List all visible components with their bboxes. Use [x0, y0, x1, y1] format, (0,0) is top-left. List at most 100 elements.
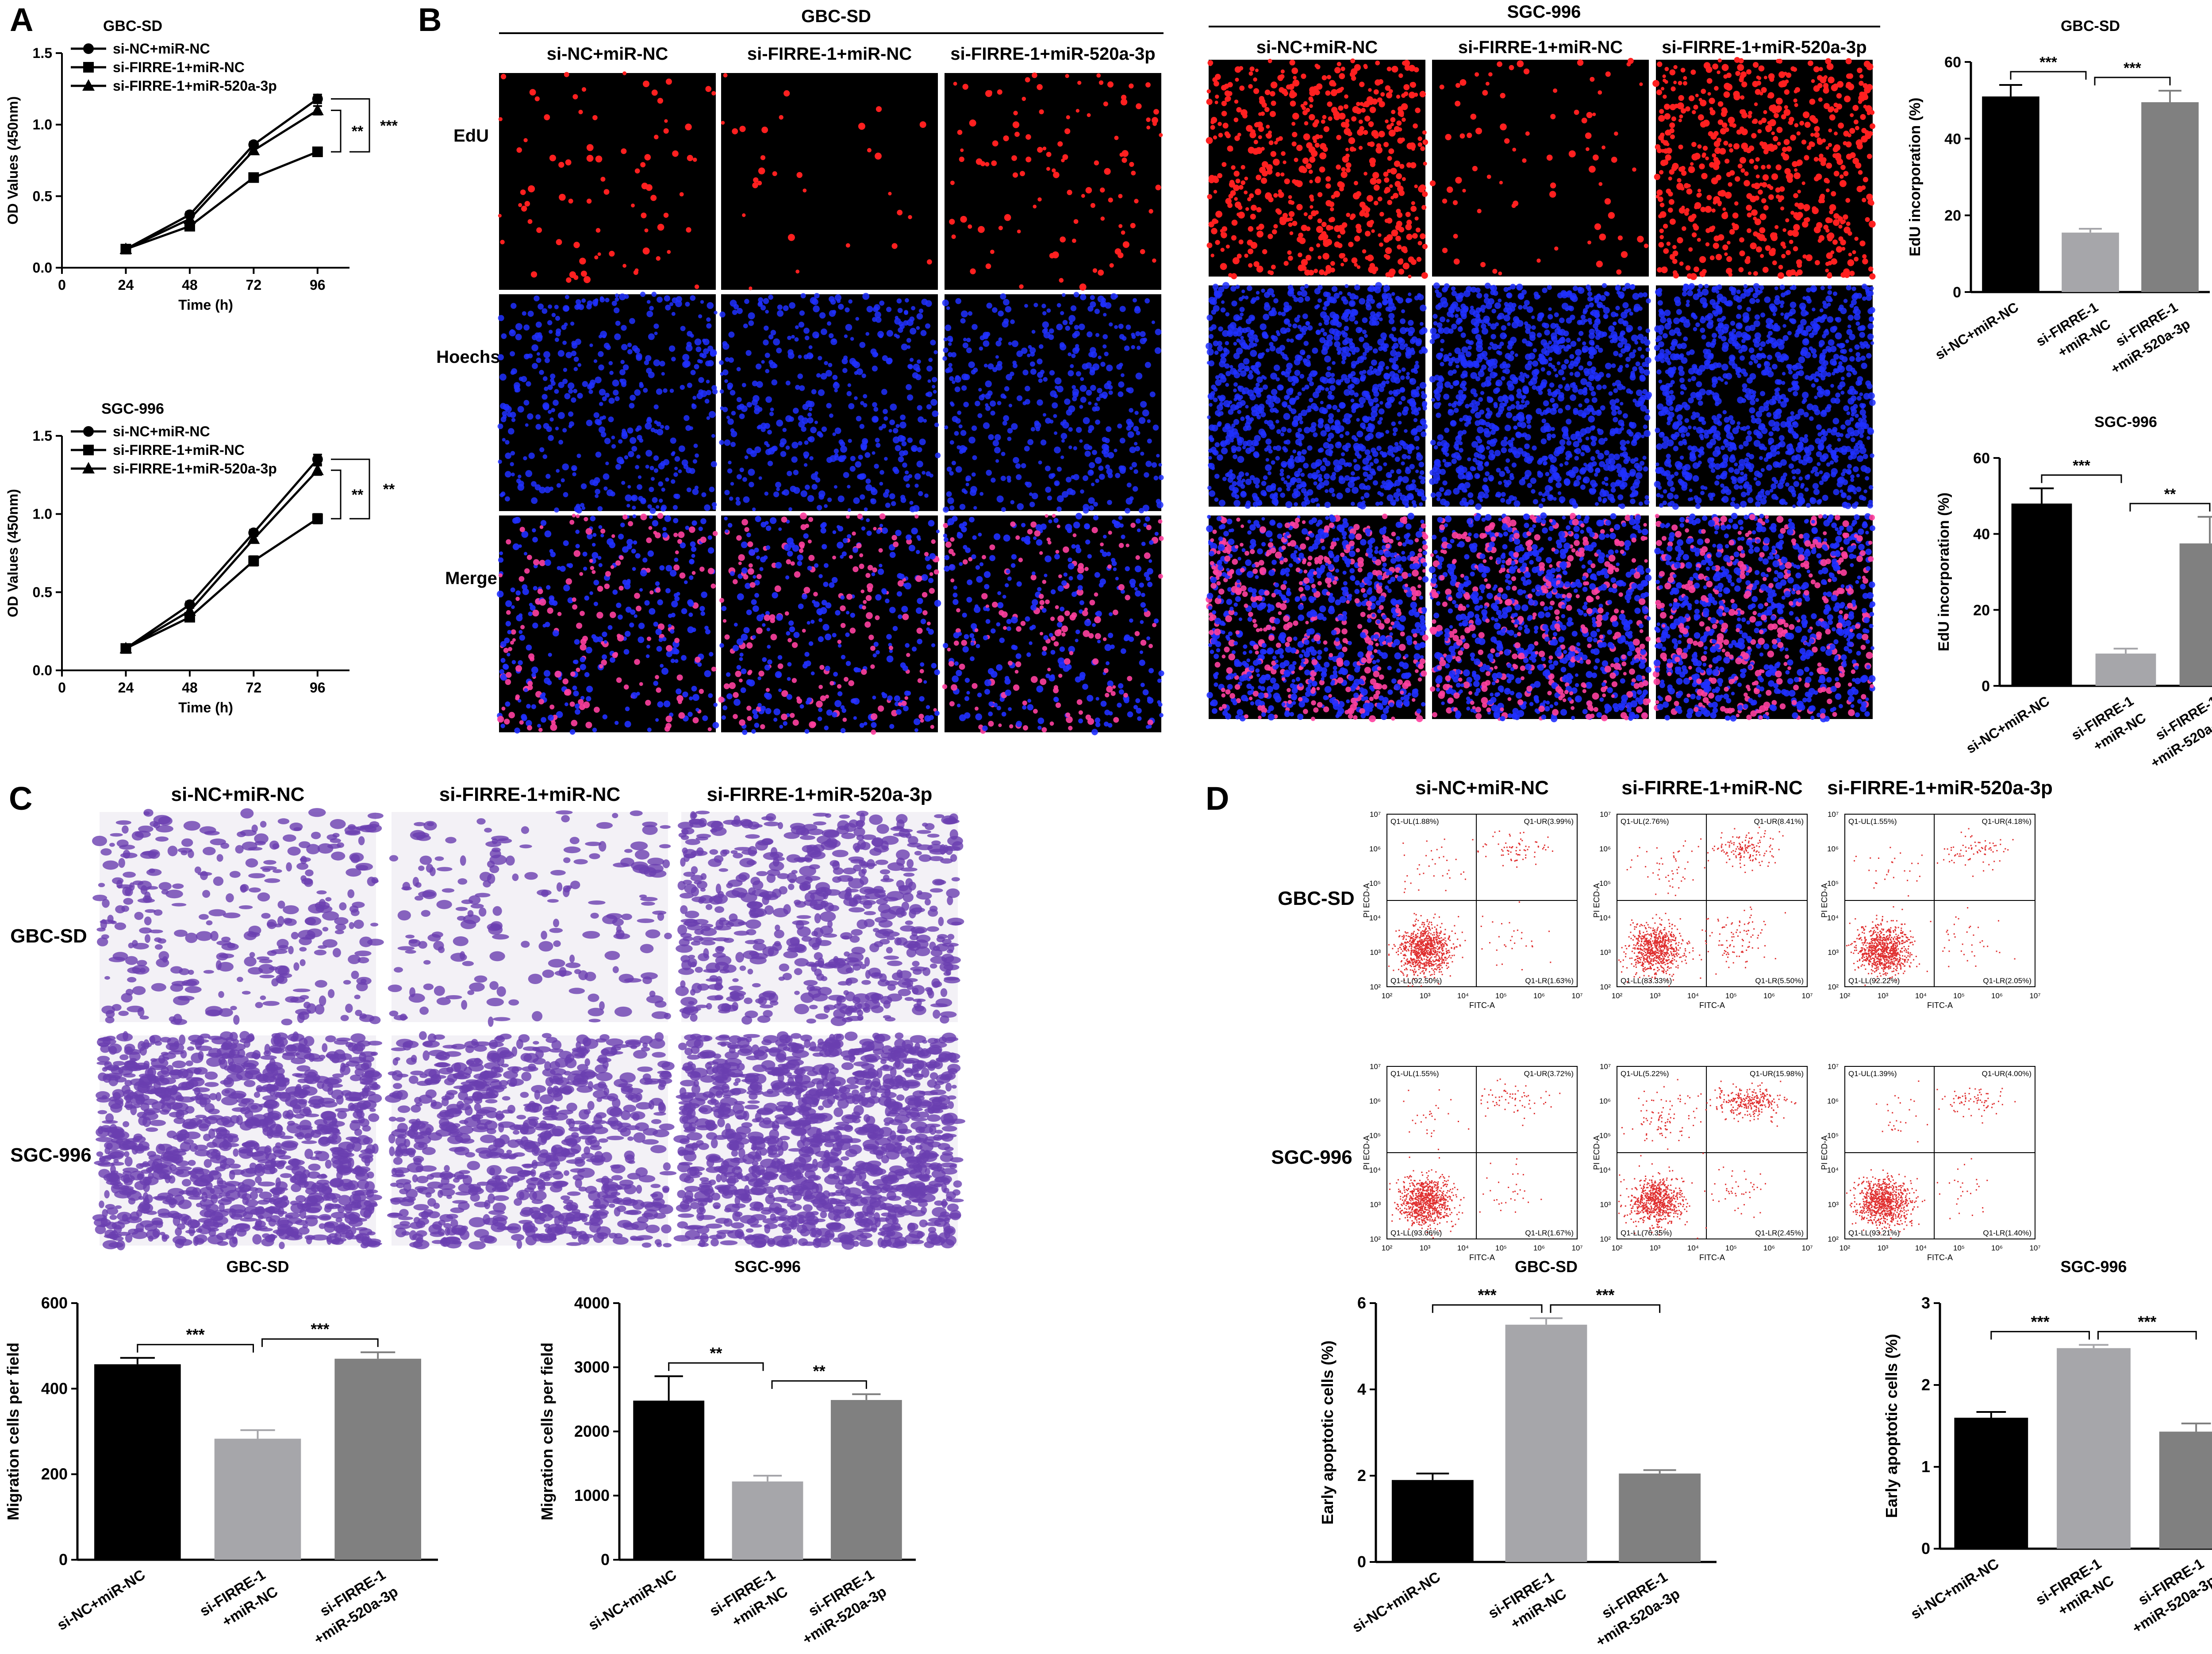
- cell: [669, 388, 674, 393]
- cell: [786, 694, 792, 700]
- cell: [1249, 417, 1254, 422]
- cell: [1377, 666, 1382, 671]
- cell: [1214, 662, 1221, 668]
- cell: [1394, 442, 1399, 446]
- cell: [1258, 501, 1263, 506]
- cell: [1421, 431, 1427, 437]
- cell: [1385, 380, 1390, 385]
- cell: [1255, 362, 1261, 368]
- cell: [1290, 455, 1294, 459]
- cell: [1397, 412, 1402, 417]
- cell: [1210, 125, 1215, 130]
- cell: [1313, 432, 1318, 438]
- cell: [886, 634, 892, 640]
- cell: [859, 563, 864, 569]
- cell: [712, 722, 719, 729]
- cell: [1602, 385, 1607, 389]
- cell: [1309, 156, 1316, 163]
- cell: [752, 381, 758, 387]
- cell: [659, 361, 665, 367]
- cell: [1249, 66, 1255, 72]
- cell: [1246, 285, 1252, 291]
- cell: [1218, 326, 1223, 332]
- cell: [917, 598, 923, 604]
- cell: [1390, 621, 1394, 626]
- cell: [847, 534, 852, 539]
- cell: [1257, 548, 1263, 554]
- cell: [1360, 539, 1367, 546]
- cell: [895, 315, 899, 319]
- cell: [541, 308, 548, 314]
- cell: [1329, 516, 1336, 523]
- cell: [1415, 108, 1421, 113]
- cell: [1340, 87, 1344, 91]
- cell: [719, 643, 724, 648]
- cell: [1336, 408, 1340, 412]
- cell: [1371, 359, 1377, 366]
- cell: [541, 692, 546, 697]
- x-tick-label: 0: [58, 680, 66, 696]
- cell: [1250, 686, 1255, 690]
- cell: [930, 339, 936, 346]
- cell: [901, 343, 908, 350]
- cell: [908, 215, 912, 219]
- cell: [650, 195, 657, 201]
- cell: [1391, 229, 1398, 237]
- cell: [597, 506, 603, 512]
- cell: [1617, 235, 1623, 241]
- cell: [1376, 178, 1382, 184]
- cell: [1397, 599, 1403, 605]
- cell: [640, 292, 645, 297]
- cell: [1286, 688, 1291, 692]
- cell: [1298, 614, 1305, 621]
- cell: [1278, 611, 1282, 615]
- cell: [1329, 522, 1334, 528]
- cell: [1214, 219, 1219, 224]
- cell: [818, 356, 822, 361]
- cell: [916, 313, 923, 320]
- cell: [507, 653, 511, 657]
- cell: [791, 642, 798, 648]
- cell: [506, 539, 511, 545]
- cell: [711, 91, 716, 96]
- cell: [1418, 663, 1424, 669]
- cell: [724, 490, 730, 496]
- cell: [1355, 193, 1359, 197]
- cell: [1400, 318, 1406, 324]
- cell: [1379, 212, 1384, 217]
- cell: [775, 481, 781, 488]
- cell: [1422, 544, 1428, 550]
- cell: [1255, 699, 1262, 707]
- cell: [1384, 219, 1389, 223]
- cell: [1235, 715, 1240, 720]
- cell: [1341, 668, 1348, 675]
- cell: [800, 293, 806, 299]
- cell: [1395, 521, 1402, 528]
- cell: [674, 558, 679, 562]
- cell: [1228, 539, 1235, 545]
- cell: [852, 698, 857, 704]
- cell: [1309, 180, 1313, 184]
- cell: [1302, 358, 1308, 363]
- cell: [797, 554, 803, 561]
- cell: [1420, 619, 1425, 624]
- cell: [1310, 689, 1316, 694]
- cell: [544, 386, 549, 391]
- cell: [637, 435, 642, 441]
- cell: [795, 269, 800, 274]
- cell: [1402, 454, 1407, 460]
- cell: [1357, 624, 1363, 629]
- cell: [690, 334, 694, 338]
- cell: [1367, 369, 1373, 376]
- cell: [837, 542, 844, 549]
- cell: [1406, 672, 1412, 678]
- cell: [668, 624, 672, 628]
- cell: [1245, 472, 1249, 477]
- cell: [803, 327, 810, 334]
- cell: [516, 615, 523, 622]
- cell: [832, 375, 838, 380]
- cell: [498, 214, 502, 218]
- cell: [524, 201, 530, 207]
- cell: [724, 379, 728, 383]
- cell: [809, 721, 816, 728]
